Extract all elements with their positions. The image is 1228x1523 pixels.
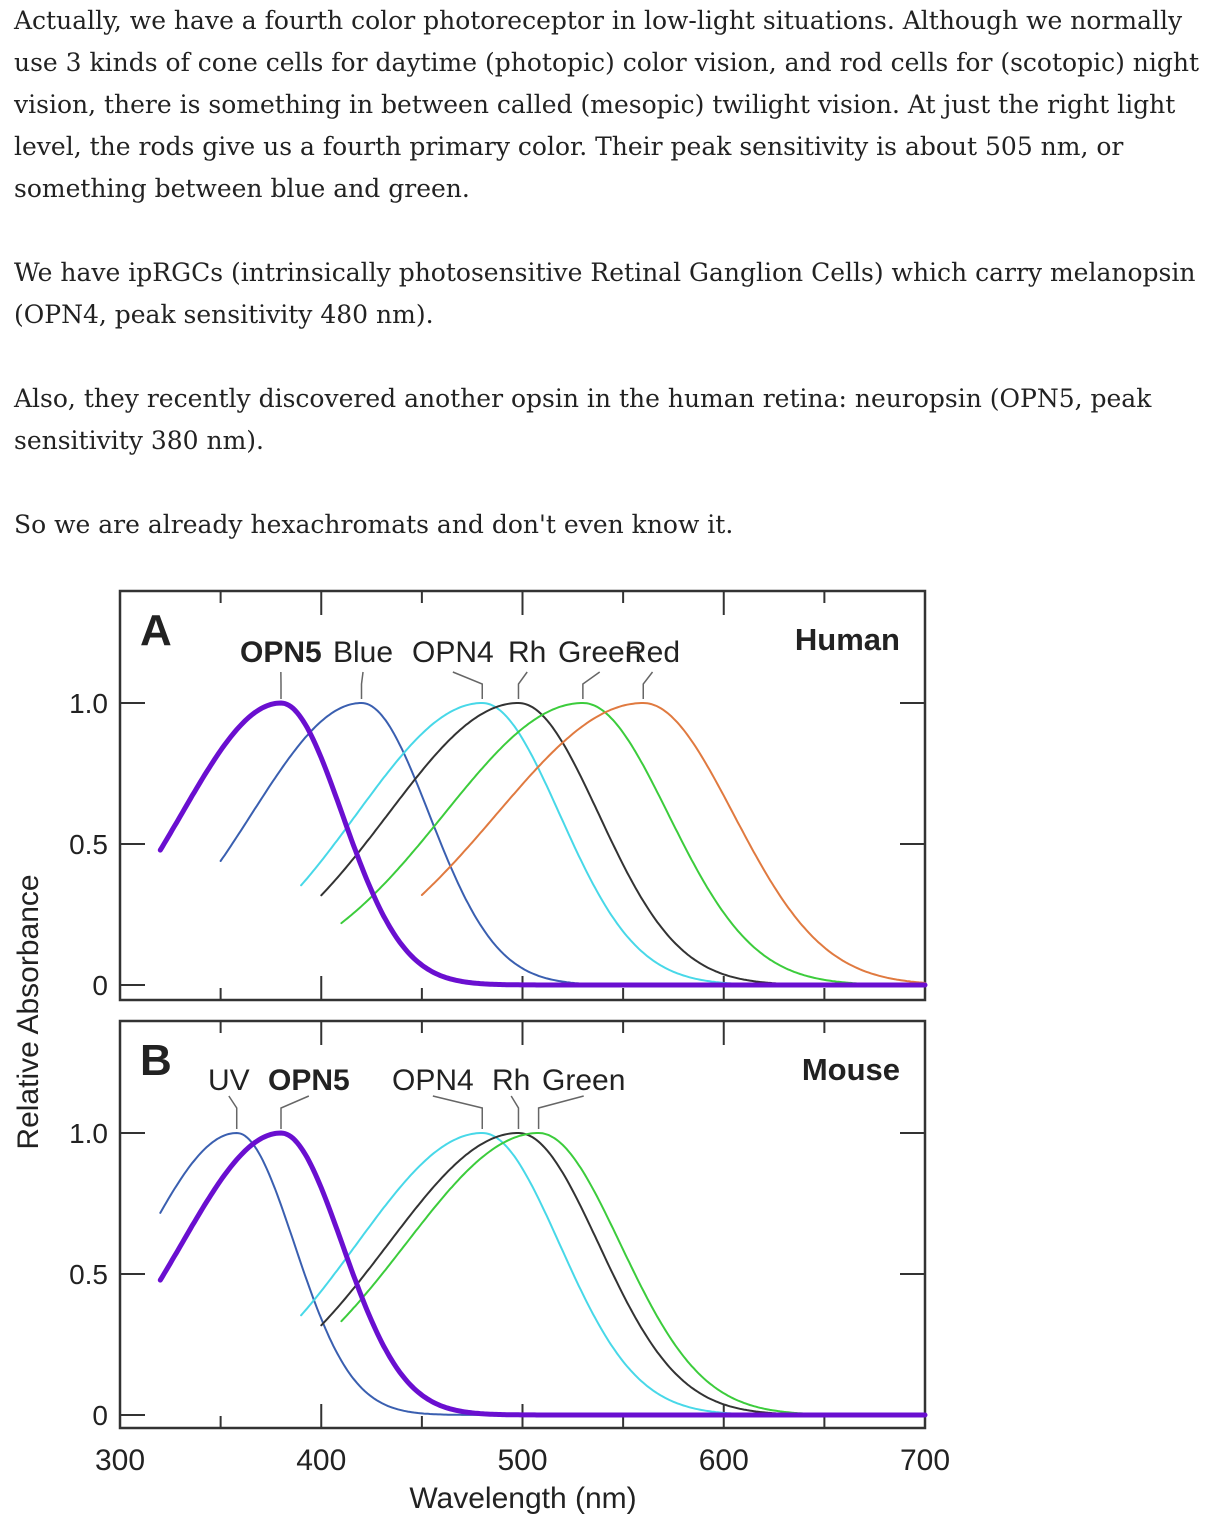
curve-opn5	[157, 1130, 928, 1418]
label-leader-line	[582, 671, 601, 699]
series-label: Green	[542, 1064, 625, 1097]
panel-letter: A	[140, 606, 172, 655]
x-tick-label: 600	[699, 1444, 749, 1477]
label-leader-line	[432, 1095, 483, 1129]
x-tick-label: 400	[296, 1444, 346, 1477]
x-tick-label: 500	[497, 1444, 547, 1477]
series-label: Blue	[333, 636, 393, 669]
series-label: OPN4	[412, 636, 494, 669]
series-label: OPN5	[240, 636, 322, 669]
label-leader-line	[517, 671, 528, 699]
series-label: Rh	[492, 1064, 530, 1097]
label-leader-line	[452, 671, 483, 699]
x-axis-label: Wavelength (nm)	[409, 1482, 636, 1515]
paragraph: So we are already hexachromats and don't…	[14, 510, 734, 539]
paragraph: Also, they recently discovered another o…	[14, 384, 1152, 455]
label-leader-line	[537, 1095, 584, 1129]
series-label: Green	[558, 636, 641, 669]
curve-green	[340, 702, 926, 986]
y-tick-label: 1.0	[69, 1118, 108, 1149]
panel-title: Mouse	[802, 1052, 900, 1087]
article-text: Actually, we have a fourth color photore…	[14, 0, 1204, 588]
paragraph: Actually, we have a fourth color photore…	[14, 6, 1200, 203]
label-leader-line	[360, 671, 364, 699]
curve-uv	[159, 1131, 926, 1416]
series-label: OPN4	[392, 1064, 474, 1097]
label-leader-line	[228, 1095, 238, 1129]
curve-red	[420, 702, 926, 984]
y-axis-label: Relative Absorbance	[12, 874, 45, 1149]
series-label: UV	[208, 1064, 250, 1097]
panel-title: Human	[795, 622, 900, 657]
x-tick-label: 300	[95, 1444, 145, 1477]
x-tick-label: 700	[900, 1444, 950, 1477]
panel-letter: B	[140, 1036, 172, 1085]
y-tick-label: 0.5	[69, 829, 108, 860]
label-leader-line	[642, 671, 654, 699]
y-tick-label: 1.0	[69, 688, 108, 719]
paragraph: We have ipRGCs (intrinsically photosensi…	[14, 258, 1196, 329]
y-tick-label: 0.5	[69, 1259, 108, 1290]
series-label: OPN5	[268, 1064, 350, 1097]
label-leader-line	[280, 1095, 310, 1129]
label-leader-line	[510, 1095, 520, 1129]
y-tick-label: 0	[92, 970, 108, 1001]
series-label: Red	[625, 636, 680, 669]
curve-opn5	[157, 700, 928, 988]
series-label: Rh	[508, 636, 546, 669]
y-tick-label: 0	[92, 1400, 108, 1431]
